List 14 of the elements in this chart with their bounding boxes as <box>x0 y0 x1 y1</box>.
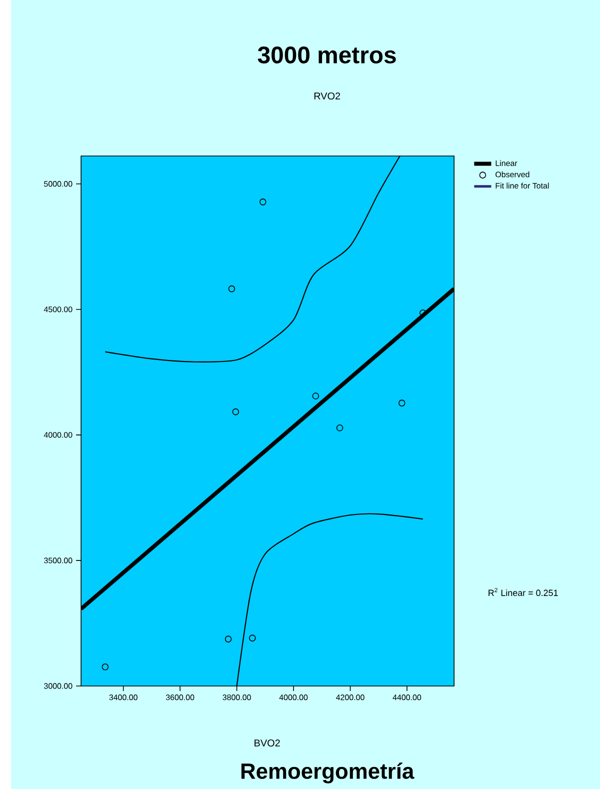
point <box>312 392 320 400</box>
point <box>398 400 406 406</box>
point <box>224 636 232 642</box>
point <box>259 198 266 206</box>
x-axis-title: BVO2 <box>254 739 280 747</box>
point <box>248 634 256 642</box>
chart-title: 3000 metros <box>258 46 396 64</box>
text: R$^{2}$ Linear = 0.251 <box>488 588 558 596</box>
point <box>102 664 109 670</box>
text: Remoergometría <box>241 762 414 784</box>
point <box>336 424 344 432</box>
point <box>232 408 240 416</box>
text: RVO2 <box>314 92 340 100</box>
point <box>228 285 236 292</box>
